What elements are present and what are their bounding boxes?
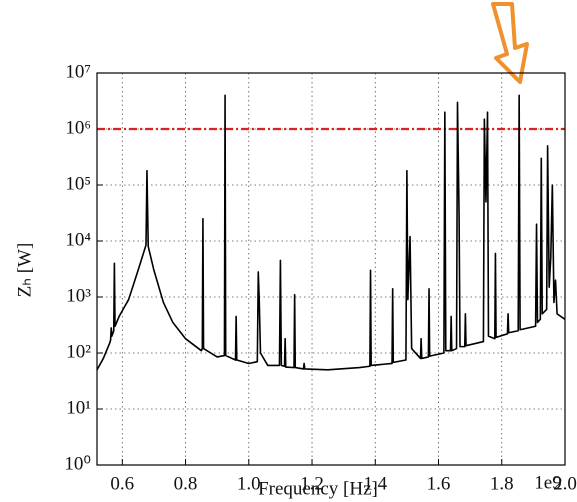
y-tick-label: 10⁷ [65, 61, 91, 82]
y-axis-label: Zₕ [W] [14, 243, 35, 298]
x-offset-label: 1e9 [534, 472, 561, 493]
x-tick-label: 1.0 [237, 473, 261, 494]
y-tick-label: 10⁵ [65, 173, 91, 194]
y-tick-label: 10¹ [66, 397, 91, 418]
x-tick-label: 1.6 [427, 473, 451, 494]
plot-frame [96, 72, 566, 466]
x-tick-label: 1.2 [300, 473, 324, 494]
y-tick-label: 10⁰ [64, 453, 91, 474]
y-tick-label: 10⁶ [65, 117, 91, 138]
arrow-annotation [491, 2, 529, 84]
x-tick-label: 1.8 [490, 473, 514, 494]
x-tick-label: 0.8 [174, 473, 198, 494]
x-tick-label: 0.6 [110, 473, 134, 494]
y-tick-label: 10⁴ [65, 229, 91, 250]
x-tick-label: 2.0 [553, 473, 577, 494]
data-line [96, 94, 566, 371]
x-tick-label: 1.4 [363, 473, 387, 494]
x-axis-label: Frequency [Hz] [258, 478, 378, 499]
y-tick-label: 10² [66, 341, 91, 362]
y-tick-label: 10³ [66, 285, 91, 306]
